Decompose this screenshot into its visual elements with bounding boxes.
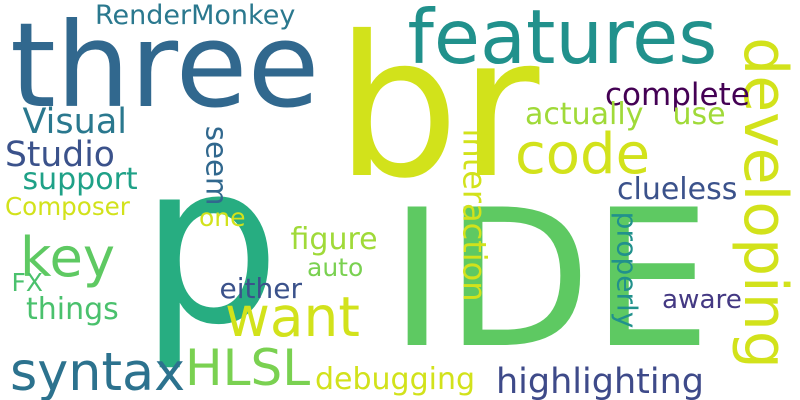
word-one: one [199,203,246,232]
word-things: things [26,292,119,327]
word-use: use [672,97,726,132]
word-want: want [225,285,360,349]
word-p: p [139,116,281,374]
word-either: either [219,272,302,305]
word-actually: actually [525,97,644,132]
word-br: br [335,0,540,221]
word-fx: FX [11,268,44,297]
word-auto: auto [307,253,364,282]
word-hlsl: HLSL [185,338,311,397]
word-key: key [20,225,116,289]
word-properly: properly [609,211,643,329]
word-ide: IDE [389,169,712,390]
word-composer: Composer [5,191,130,221]
word-code: code [515,122,651,187]
word-clueless: clueless [617,172,738,207]
word-studio: Studio [5,135,115,175]
word-figure: figure [290,222,378,257]
word-aware: aware [662,285,742,315]
word-visual: Visual [22,102,128,142]
word-syntax: syntax [10,341,186,400]
word-debugging: debugging [315,362,476,397]
word-highlighting: highlighting [496,362,705,400]
word-complete: complete [605,77,750,113]
word-three: three [10,0,320,134]
word-features: features [407,0,718,81]
word-rendermonkey: RenderMonkey [95,0,296,31]
word-interaction: interaction [455,128,494,302]
word-seem: seem [199,125,234,206]
word-support: support [22,162,138,197]
